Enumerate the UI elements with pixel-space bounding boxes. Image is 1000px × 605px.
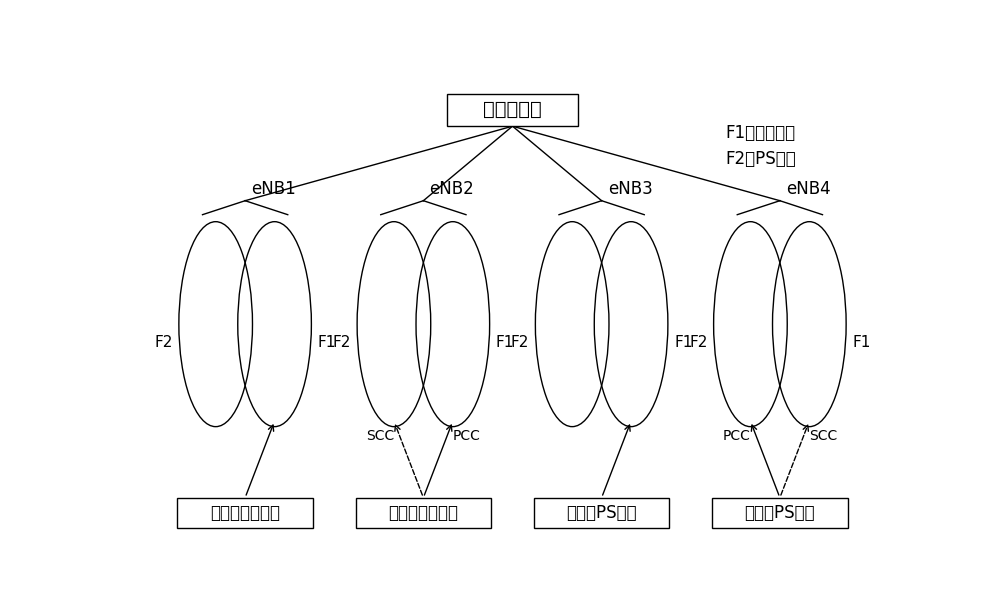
FancyBboxPatch shape	[177, 498, 313, 528]
Text: F2: F2	[689, 335, 707, 350]
Text: 单载波PS终端: 单载波PS终端	[566, 504, 637, 522]
Text: 集群核心网: 集群核心网	[483, 100, 542, 119]
Text: eNB3: eNB3	[608, 180, 653, 198]
Text: SCC: SCC	[366, 429, 394, 443]
Text: F2: F2	[154, 335, 173, 350]
FancyBboxPatch shape	[356, 498, 491, 528]
FancyBboxPatch shape	[534, 498, 669, 528]
Text: F1: F1	[496, 335, 514, 350]
Text: eNB4: eNB4	[786, 180, 831, 198]
Text: F2：PS载波: F2：PS载波	[726, 150, 796, 168]
Text: F1: F1	[674, 335, 692, 350]
Text: F1: F1	[318, 335, 336, 350]
Text: SCC: SCC	[809, 429, 838, 443]
FancyBboxPatch shape	[447, 94, 578, 126]
Text: 单载波集群终端: 单载波集群终端	[210, 504, 280, 522]
Text: F1：集群载波: F1：集群载波	[726, 124, 796, 142]
Text: PCC: PCC	[453, 429, 481, 443]
Text: F1: F1	[852, 335, 871, 350]
Text: 多载波PS终端: 多载波PS终端	[745, 504, 815, 522]
Text: eNB2: eNB2	[430, 180, 474, 198]
Text: F2: F2	[333, 335, 351, 350]
FancyBboxPatch shape	[712, 498, 848, 528]
Text: F2: F2	[511, 335, 529, 350]
Text: eNB1: eNB1	[251, 180, 296, 198]
Text: PCC: PCC	[723, 429, 750, 443]
Text: 多载波集群终端: 多载波集群终端	[388, 504, 458, 522]
